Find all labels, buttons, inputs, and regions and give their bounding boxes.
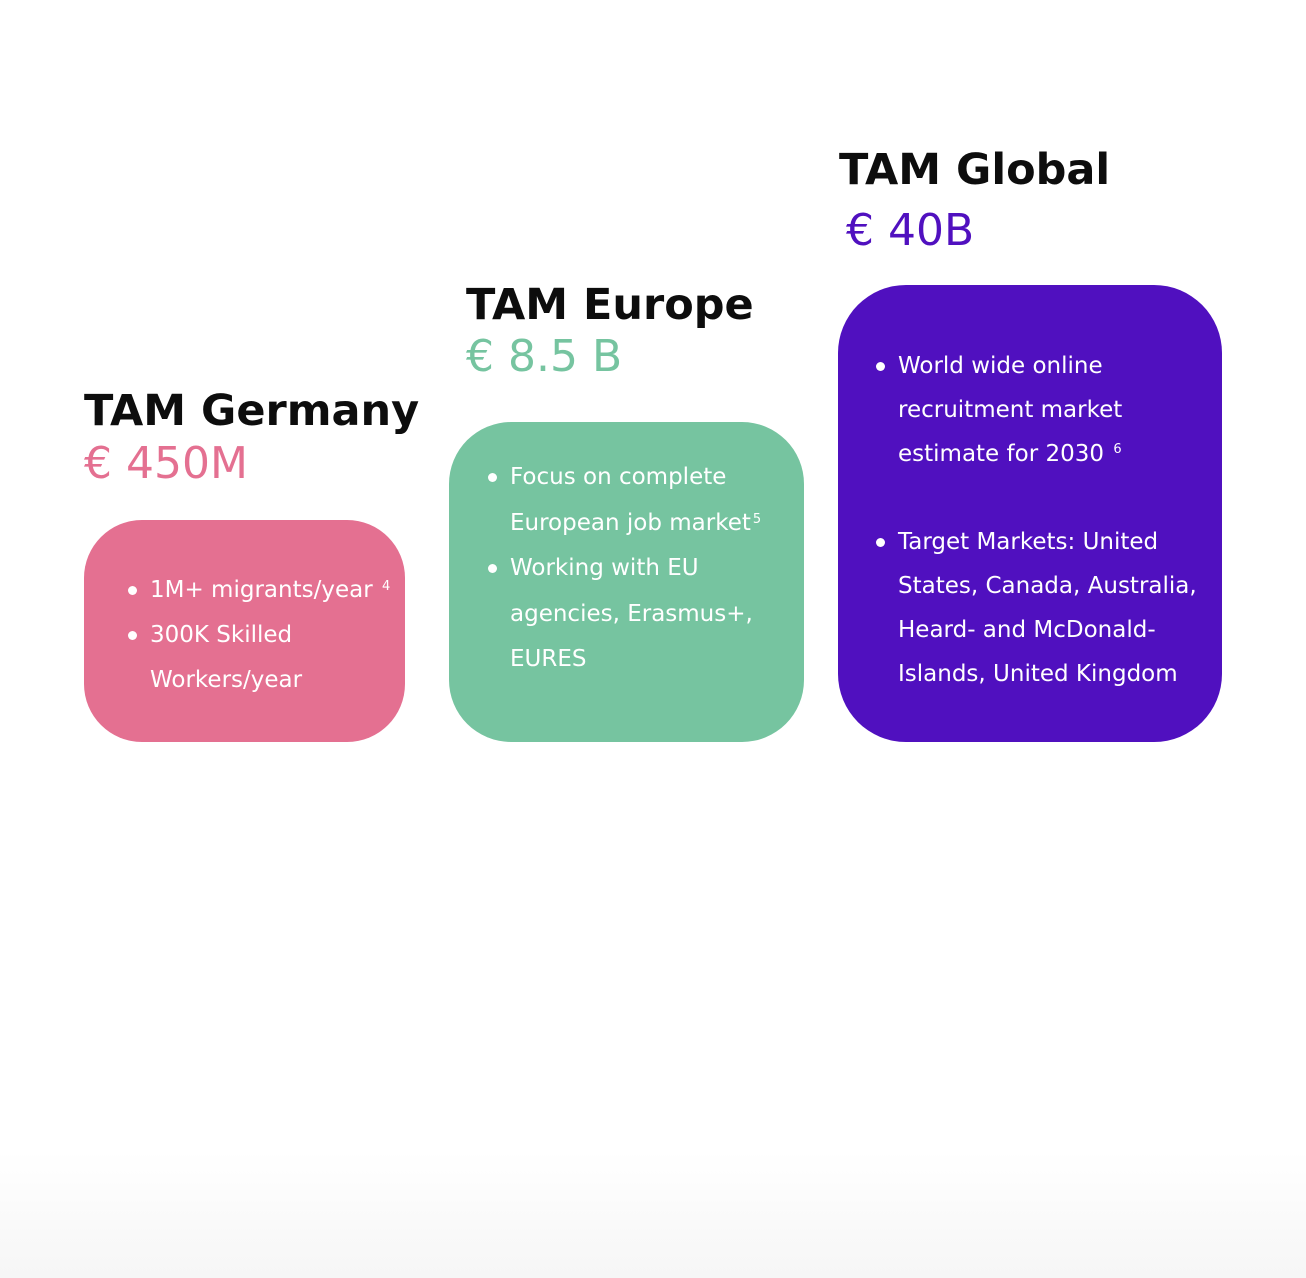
- tam-global-bullet: Target Markets: United States, Canada, A…: [876, 520, 1212, 696]
- tam-europe-bullet: Focus on complete European job market 5: [488, 455, 794, 546]
- tam-global-title: TAM Global: [839, 145, 1111, 195]
- tam-global-amount: € 40B: [846, 205, 975, 256]
- tam-europe-card: Focus on complete European job market 5 W…: [449, 422, 804, 742]
- tam-germany-title: TAM Germany: [84, 386, 420, 436]
- tam-global-bullet: World wide online recruitment market est…: [876, 344, 1212, 476]
- tam-global-card: World wide online recruitment market est…: [838, 285, 1222, 742]
- tam-germany-amount: € 450M: [84, 438, 248, 489]
- tam-germany-bullet: 1M+ migrants/year 4: [128, 568, 393, 613]
- tam-germany-card: 1M+ migrants/year 4 300K Skilled Workers…: [84, 520, 405, 742]
- tam-global-bullet-list: World wide online recruitment market est…: [876, 344, 1212, 696]
- tam-germany-bullet: 300K Skilled Workers/year: [128, 613, 393, 703]
- tam-germany-bullet-list: 1M+ migrants/year 4 300K Skilled Workers…: [128, 568, 393, 703]
- tam-europe-bullet-list: Focus on complete European job market 5 W…: [488, 455, 794, 683]
- tam-europe-bullet: Working with EU agencies, Erasmus+, EURE…: [488, 546, 794, 683]
- tam-europe-title: TAM Europe: [466, 280, 754, 330]
- tam-europe-amount: € 8.5 B: [466, 331, 623, 382]
